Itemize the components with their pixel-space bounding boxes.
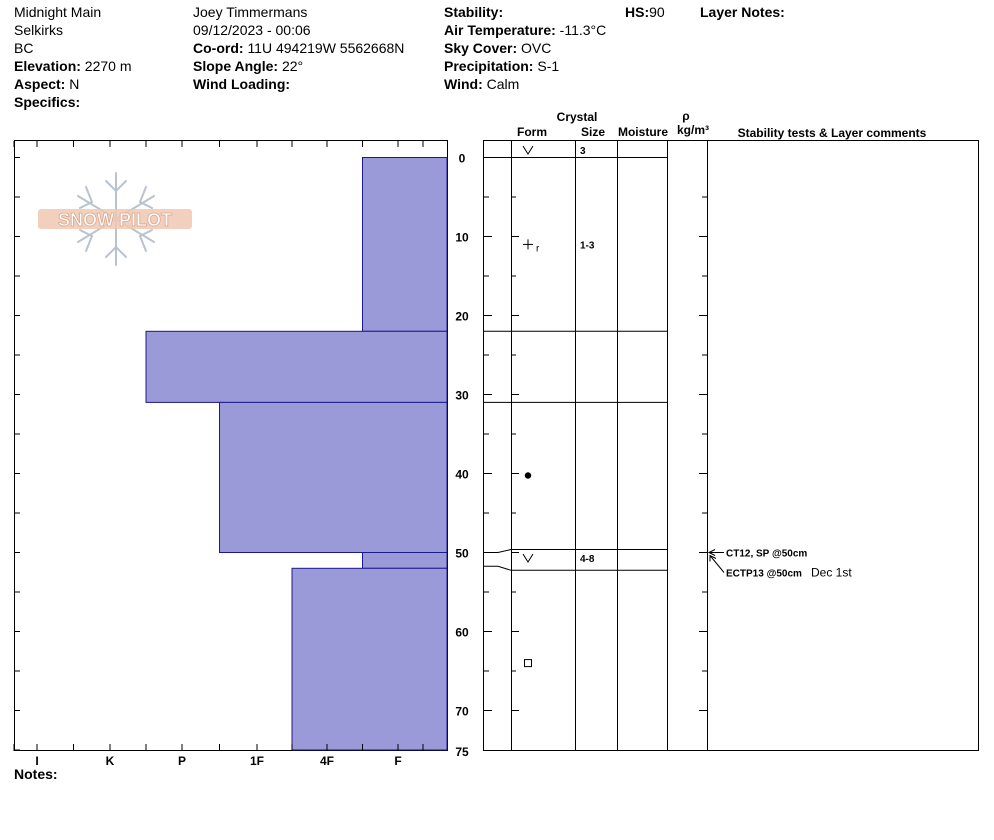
depth-axis-labels: 0 10 20 30 40 50 60 70 75: [455, 152, 469, 760]
range-name: Selkirks: [14, 22, 64, 38]
stability-test-note: Dec 1st: [811, 566, 852, 580]
wind-loading-label: Wind Loading:: [193, 76, 291, 92]
hardness-label: I: [35, 754, 38, 768]
layer-notes-label: Layer Notes:: [700, 4, 785, 20]
stability-test-notes: CT12, SP @50cm ECTP13 @50cm Dec 1st: [707, 549, 852, 580]
rimed-marker-icon: r: [536, 243, 540, 254]
hs-field: HS:90: [625, 3, 665, 21]
aspect-label: Aspect:: [14, 76, 66, 92]
depth-label: 0: [459, 152, 466, 166]
air-temp-label: Air Temperature:: [444, 22, 556, 38]
hardness-label: 1F: [250, 754, 264, 768]
observation-datetime: 09/12/2023 - 00:06: [193, 22, 311, 38]
sky-field: Sky Cover: OVC: [444, 39, 551, 57]
elevation-label: Elevation:: [14, 58, 81, 74]
arrow-head-icon: [707, 549, 716, 556]
density-header: kg/m³: [677, 123, 709, 137]
table-depth-ticks: [484, 196, 707, 711]
depth-label: 10: [455, 231, 469, 245]
hardness-label: 4F: [320, 754, 334, 768]
rounded-grain-icon: [524, 472, 532, 479]
surface-hoar-icon: [522, 553, 534, 563]
layer-table-frame: [483, 140, 979, 751]
hardness-bar: [145, 330, 448, 403]
location-name: Midnight Main: [14, 4, 102, 20]
sky-value: OVC: [521, 40, 552, 56]
depth-label: 50: [455, 547, 469, 561]
moisture-header: Moisture: [618, 125, 668, 139]
province-name: BC: [14, 40, 34, 56]
depth-label: 60: [455, 626, 469, 640]
hardness-bar: [291, 567, 448, 751]
precip-field: Precipitation: S-1: [444, 57, 559, 75]
depth-label: 30: [455, 389, 469, 403]
hardness-bar: [219, 401, 448, 553]
hs-label: HS:: [625, 4, 650, 20]
crystal-header: Crystal: [557, 110, 598, 124]
stability-label: Stability:: [444, 4, 504, 20]
stability-test-text: CT12, SP @50cm: [726, 549, 807, 560]
specifics-label: Specifics:: [14, 94, 81, 110]
form-header: Form: [517, 125, 547, 139]
aspect-field: Aspect: N: [14, 75, 79, 93]
coord-field: Co-ord: 11U 494219W 5562668N: [193, 39, 404, 57]
stability-tests-header: Stability tests & Layer comments: [738, 126, 927, 140]
elevation-value: 2270 m: [84, 58, 132, 74]
hardness-bar: [362, 157, 448, 332]
slope-label: Slope Angle:: [193, 58, 279, 74]
hardness-label: P: [178, 754, 186, 768]
faceted-crystal-icon: [524, 659, 532, 668]
snowpilot-logo: SNOW PILOT: [38, 172, 192, 266]
layer-boundary-connector: [484, 549, 512, 553]
slope-value: 22°: [281, 58, 304, 74]
arrow-head-icon: [709, 554, 717, 562]
precip-value: S-1: [537, 58, 560, 74]
coord-label: Co-ord:: [193, 40, 244, 56]
depth-label: 40: [455, 468, 469, 482]
logo-banner: [38, 209, 192, 229]
crystal-size: 3: [580, 146, 586, 157]
coord-value: 11U 494219W 5562668N: [247, 40, 405, 56]
hardness-ticks: [13, 141, 424, 751]
hardness-bars: [145, 157, 448, 751]
air-temp-field: Air Temperature: -11.3°C: [444, 21, 606, 39]
crystal-size: 4-8: [580, 554, 595, 565]
precip-label: Precipitation:: [444, 58, 534, 74]
hardness-bar: [362, 552, 448, 569]
elevation-field: Elevation: 2270 m: [14, 57, 132, 75]
logo-text: SNOW PILOT: [58, 210, 172, 230]
layer-boundary-connector: [484, 565, 512, 571]
wind-label: Wind:: [444, 76, 483, 92]
crystal-size: 1-3: [580, 240, 595, 251]
hardness-axis-labels: I K P 1F 4F F: [35, 754, 401, 768]
depth-label: 20: [455, 310, 469, 324]
wind-field: Wind: Calm: [444, 75, 519, 93]
depth-label: 70: [455, 705, 469, 719]
crystal-symbols: 3 r 1-3 4-8: [522, 145, 595, 668]
air-temp-value: -11.3°C: [559, 22, 607, 38]
stability-arrow: [709, 555, 725, 573]
layer-boundaries: [484, 157, 667, 571]
hardness-label: F: [394, 754, 401, 768]
slope-field: Slope Angle: 22°: [193, 57, 303, 75]
stability-test-text: ECTP13 @50cm: [726, 569, 802, 580]
depth-label: 75: [455, 745, 469, 759]
aspect-value: N: [69, 76, 80, 92]
size-header: Size: [581, 125, 605, 139]
notes-label: Notes:: [14, 766, 58, 782]
hs-value: 90: [649, 4, 665, 20]
observer-name: Joey Timmermans: [193, 4, 308, 20]
wind-value: Calm: [486, 76, 520, 92]
rho-header: ρ: [682, 109, 689, 123]
sky-label: Sky Cover:: [444, 40, 518, 56]
hardness-label: K: [106, 754, 115, 768]
surface-hoar-icon: [522, 145, 534, 155]
